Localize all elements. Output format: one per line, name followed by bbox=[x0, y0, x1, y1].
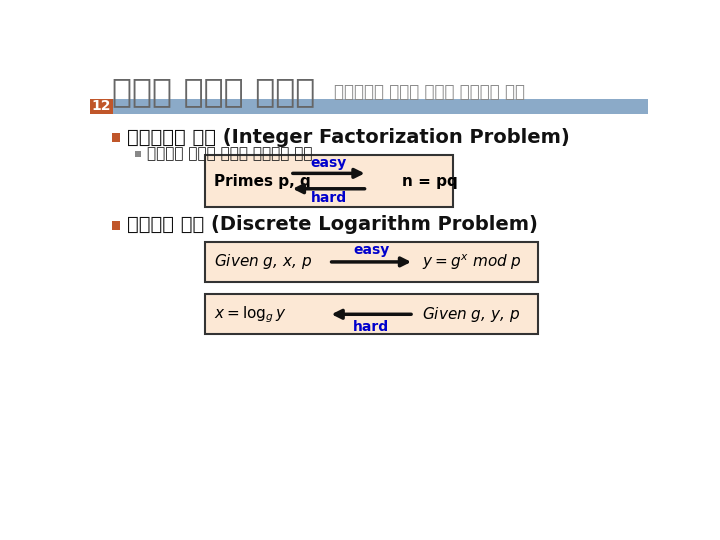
Text: hard: hard bbox=[310, 191, 347, 205]
Text: Primes p, q: Primes p, q bbox=[214, 173, 311, 188]
Text: easy: easy bbox=[310, 156, 347, 170]
Bar bbox=[112, 221, 120, 230]
Bar bbox=[204, 242, 538, 282]
Bar bbox=[90, 99, 648, 114]
Text: 공개키 암호의 안전성: 공개키 암호의 안전성 bbox=[112, 75, 315, 108]
Bar bbox=[135, 151, 141, 157]
Text: Given $g$, $x$, $p$: Given $g$, $x$, $p$ bbox=[214, 252, 312, 272]
Bar bbox=[204, 155, 453, 207]
Text: n = pq: n = pq bbox=[402, 173, 458, 188]
Text: 합성수를 소수의 곱으로 나타내는 문제: 합성수를 소수의 곱으로 나타내는 문제 bbox=[147, 147, 312, 161]
Text: 이산대수 문제 (Discrete Logarithm Problem): 이산대수 문제 (Discrete Logarithm Problem) bbox=[127, 215, 538, 234]
Bar bbox=[90, 99, 113, 114]
Text: 소인수분해 문제 (Integer Factorization Problem): 소인수분해 문제 (Integer Factorization Problem) bbox=[127, 127, 570, 147]
Text: Given $g$, $y$, $p$: Given $g$, $y$, $p$ bbox=[422, 305, 520, 324]
Bar bbox=[204, 294, 538, 334]
Text: 12: 12 bbox=[92, 99, 112, 113]
Text: hard: hard bbox=[354, 320, 390, 334]
Bar bbox=[112, 133, 120, 142]
Text: $x = \log_g y$: $x = \log_g y$ bbox=[214, 304, 287, 325]
Text: easy: easy bbox=[354, 242, 390, 256]
Text: 수학적으로 어려운 문제를 이용하여 설계: 수학적으로 어려운 문제를 이용하여 설계 bbox=[334, 83, 525, 101]
Text: $y = g^x$ mod $p$: $y = g^x$ mod $p$ bbox=[422, 252, 521, 272]
